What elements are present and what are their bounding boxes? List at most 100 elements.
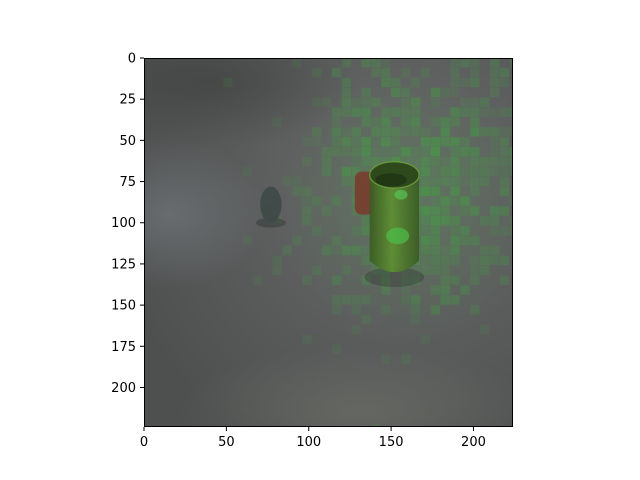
attention-patch <box>410 107 421 117</box>
attention-patch <box>420 176 431 186</box>
attention-patch <box>420 334 431 345</box>
attention-patch <box>499 275 510 285</box>
y-tick-label: 75 <box>119 175 136 190</box>
attention-patch <box>242 235 253 246</box>
attention-patch <box>480 127 490 137</box>
attention-patch <box>371 423 381 427</box>
attention-patch <box>331 137 342 147</box>
attention-patch <box>312 127 322 137</box>
attention-patch <box>400 354 411 364</box>
attention-patch <box>460 97 470 107</box>
attention-patch <box>499 146 510 157</box>
attention-patch <box>312 265 322 275</box>
attention-patch <box>489 58 500 68</box>
attention-patch <box>371 97 381 107</box>
attention-patch <box>420 156 431 167</box>
attention-patch <box>410 146 421 157</box>
cup-highlight <box>394 189 408 200</box>
attention-patch <box>341 146 352 157</box>
attention-patch <box>440 255 450 266</box>
attention-patch <box>361 226 371 236</box>
attention-patch <box>361 156 371 167</box>
attention-patch <box>292 58 302 68</box>
attention-patch <box>351 97 361 107</box>
attention-patch <box>381 107 391 117</box>
attention-patch <box>371 58 381 68</box>
attention-patch <box>400 156 411 167</box>
attention-patch <box>361 275 371 285</box>
attention-patch <box>470 305 480 315</box>
attention-patch <box>341 245 352 256</box>
attention-patch <box>381 127 391 137</box>
attention-patch <box>242 166 253 177</box>
attention-patch <box>361 117 371 127</box>
attention-patch <box>430 156 441 167</box>
attention-patch <box>499 107 510 117</box>
attention-patch <box>381 146 391 157</box>
attention-patch <box>331 245 342 256</box>
attention-patch <box>420 265 431 275</box>
attention-patch <box>470 275 480 285</box>
attention-patch <box>509 107 513 117</box>
attention-patch <box>312 97 322 107</box>
attention-patch <box>470 265 480 275</box>
attention-patch <box>420 166 431 177</box>
attention-patch <box>420 67 431 78</box>
attention-patch <box>341 127 352 137</box>
attention-patch <box>400 127 411 137</box>
attention-patch <box>410 117 421 127</box>
attention-patch <box>371 156 381 167</box>
attention-patch <box>341 176 352 186</box>
attention-patch <box>410 314 421 325</box>
attention-patch <box>489 216 500 226</box>
attention-patch <box>470 166 480 177</box>
attention-patch <box>450 87 460 98</box>
attention-patch <box>460 107 470 117</box>
x-tick-label: 50 <box>218 435 235 450</box>
attention-patch <box>509 127 513 137</box>
attention-patch <box>440 245 450 256</box>
attention-patch <box>351 127 361 137</box>
attention-patch <box>489 77 500 88</box>
attention-patch <box>351 245 361 256</box>
attention-patch <box>499 127 510 137</box>
attention-patch <box>400 146 411 157</box>
attention-patch <box>499 77 510 88</box>
attention-patch <box>450 146 460 157</box>
attention-patch <box>440 176 450 186</box>
plot-frame <box>144 58 513 427</box>
y-tick-label: 125 <box>111 257 136 272</box>
image-plot <box>144 58 513 427</box>
attention-patch <box>391 87 401 98</box>
attention-patch <box>361 107 371 117</box>
attention-patch <box>499 206 510 216</box>
attention-patch <box>499 67 510 78</box>
y-tick-label: 0 <box>128 52 136 67</box>
attention-patch <box>400 265 411 275</box>
attention-patch <box>312 226 322 236</box>
image-left-glow <box>144 140 268 289</box>
attention-patch <box>489 226 500 236</box>
attention-patch <box>361 137 371 147</box>
attention-patch <box>480 156 490 167</box>
attention-patch <box>440 137 450 147</box>
attention-patch <box>430 186 441 196</box>
attention-patch <box>321 166 332 177</box>
attention-patch <box>470 235 480 246</box>
attention-patch <box>499 255 510 266</box>
y-tick-label: 200 <box>111 381 136 396</box>
attention-patch <box>331 146 342 157</box>
attention-patch <box>272 255 282 266</box>
attention-patch <box>351 226 361 236</box>
attention-patch <box>331 305 342 315</box>
attention-patch <box>381 117 391 127</box>
attention-patch <box>410 305 421 315</box>
attention-patch <box>341 137 352 147</box>
attention-patch <box>450 226 460 236</box>
attention-patch <box>331 344 342 355</box>
attention-patch <box>470 146 480 157</box>
attention-patch <box>371 265 381 275</box>
attention-patch <box>371 146 381 157</box>
attention-patch <box>391 146 401 157</box>
